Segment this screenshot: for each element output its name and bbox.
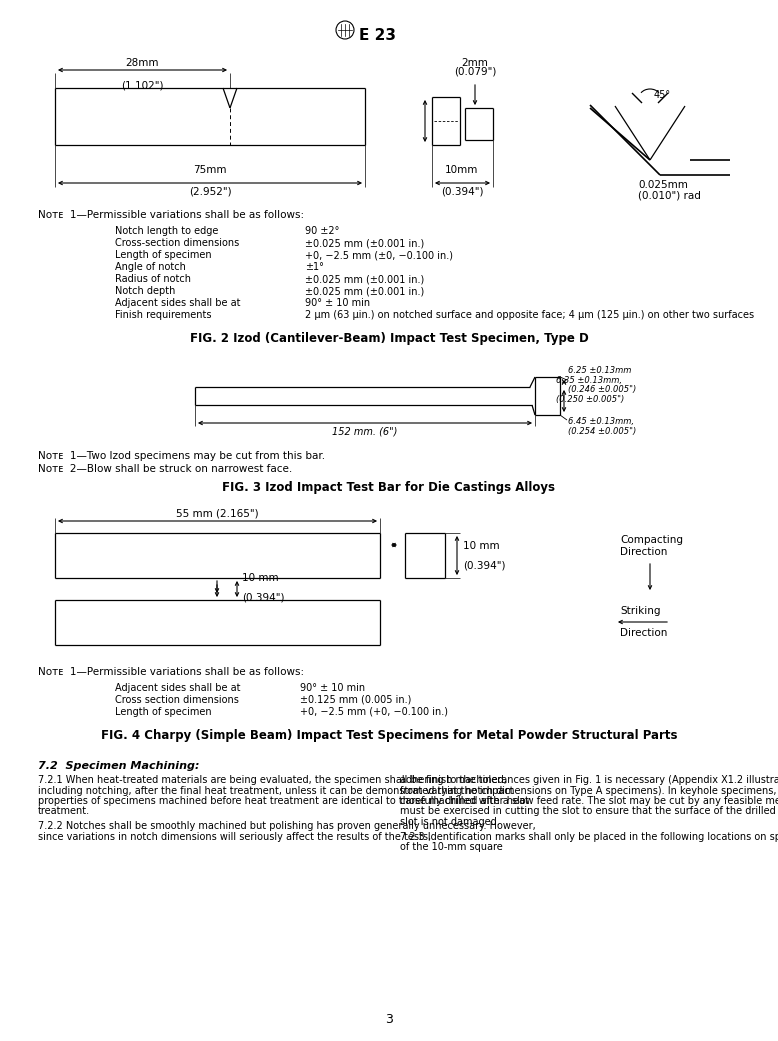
Text: treatment.: treatment. (38, 807, 90, 816)
Text: (0.250 ±0.005"): (0.250 ±0.005") (556, 395, 624, 404)
Text: adhering to the tolerances given in Fig. 1 is necessary (Appendix X1.2 illustrat: adhering to the tolerances given in Fig.… (400, 775, 778, 785)
Text: Nᴏᴛᴇ  1—Permissible variations shall be as follows:: Nᴏᴛᴇ 1—Permissible variations shall be a… (38, 210, 304, 220)
Text: 7.2.1 When heat-treated materials are being evaluated, the specimen shall be fin: 7.2.1 When heat-treated materials are be… (38, 775, 507, 785)
Text: Compacting: Compacting (620, 535, 683, 545)
Text: 7.2.3 Identification marks shall only be placed in the following locations on sp: 7.2.3 Identification marks shall only be… (400, 832, 778, 841)
Text: 90° ± 10 min: 90° ± 10 min (300, 683, 365, 693)
Text: Radius of notch: Radius of notch (115, 274, 191, 284)
Text: (0.394"): (0.394") (463, 561, 506, 572)
Text: 2 μm (63 μin.) on notched surface and opposite face; 4 μm (125 μin.) on other tw: 2 μm (63 μin.) on notched surface and op… (305, 310, 754, 320)
Text: 0.025mm: 0.025mm (638, 180, 688, 191)
Text: Finish requirements: Finish requirements (115, 310, 212, 320)
Text: (0.254 ±0.005"): (0.254 ±0.005") (568, 427, 636, 436)
Text: (0.246 ±0.005"): (0.246 ±0.005") (568, 385, 636, 393)
Text: E 23: E 23 (359, 27, 396, 43)
Text: 7.2.2 Notches shall be smoothly machined but polishing has proven generally unne: 7.2.2 Notches shall be smoothly machined… (38, 821, 536, 831)
Text: must be exercised in cutting the slot to ensure that the surface of the drilled : must be exercised in cutting the slot to… (400, 807, 778, 816)
Text: FIG. 3 Izod Impact Test Bar for Die Castings Alloys: FIG. 3 Izod Impact Test Bar for Die Cast… (223, 481, 555, 494)
Text: ±0.025 mm (±0.001 in.): ±0.025 mm (±0.001 in.) (305, 238, 424, 248)
Text: ±0.025 mm (±0.001 in.): ±0.025 mm (±0.001 in.) (305, 286, 424, 296)
Text: slot is not damaged.: slot is not damaged. (400, 817, 499, 827)
Text: (0.394"): (0.394") (242, 593, 285, 603)
Text: since variations in notch dimensions will seriously affect the results of the te: since variations in notch dimensions wil… (38, 832, 431, 841)
Text: 7.2  Specimen Machining:: 7.2 Specimen Machining: (38, 761, 199, 771)
Text: (0.010") rad: (0.010") rad (638, 191, 701, 201)
Text: properties of specimens machined before heat treatment are identical to those ma: properties of specimens machined before … (38, 796, 529, 806)
Text: Length of specimen: Length of specimen (115, 250, 212, 260)
Text: (1.102"): (1.102") (121, 80, 163, 90)
Text: ±1°: ±1° (305, 262, 324, 272)
Text: Cross section dimensions: Cross section dimensions (115, 695, 239, 705)
Text: 75mm: 75mm (193, 166, 226, 175)
Text: 28mm: 28mm (126, 58, 159, 68)
Text: Nᴏᴛᴇ  1—Permissible variations shall be as follows:: Nᴏᴛᴇ 1—Permissible variations shall be a… (38, 667, 304, 677)
Text: from varying notch dimensions on Type A specimens). In keyhole specimens, the ro: from varying notch dimensions on Type A … (400, 786, 778, 795)
Text: 90° ± 10 min: 90° ± 10 min (305, 298, 370, 308)
Text: ±0.125 mm (0.005 in.): ±0.125 mm (0.005 in.) (300, 695, 412, 705)
Text: Nᴏᴛᴇ  2—Blow shall be struck on narrowest face.: Nᴏᴛᴇ 2—Blow shall be struck on narrowest… (38, 464, 293, 474)
Text: FIG. 2 Izod (Cantilever-Beam) Impact Test Specimen, Type D: FIG. 2 Izod (Cantilever-Beam) Impact Tes… (190, 332, 588, 345)
Text: of the 10-mm square: of the 10-mm square (400, 842, 503, 852)
Text: 10mm: 10mm (445, 166, 478, 175)
Text: ±0.025 mm (±0.001 in.): ±0.025 mm (±0.001 in.) (305, 274, 424, 284)
Text: 3: 3 (385, 1013, 393, 1026)
Text: Length of specimen: Length of specimen (115, 707, 212, 717)
Text: 6.45 ±0.13mm,: 6.45 ±0.13mm, (568, 417, 634, 426)
Text: Striking: Striking (620, 606, 661, 616)
Text: Notch length to edge: Notch length to edge (115, 226, 219, 236)
Text: +0, −2.5 mm (+0, −0.100 in.): +0, −2.5 mm (+0, −0.100 in.) (300, 707, 448, 717)
Text: (2.952"): (2.952") (189, 187, 231, 197)
Text: Notch depth: Notch depth (115, 286, 175, 296)
Text: Direction: Direction (620, 628, 668, 638)
Text: 10 mm: 10 mm (242, 573, 279, 583)
Text: (0.394"): (0.394") (441, 187, 483, 197)
Text: FIG. 4 Charpy (Simple Beam) Impact Test Specimens for Metal Powder Structural Pa: FIG. 4 Charpy (Simple Beam) Impact Test … (100, 729, 678, 742)
Text: +0, −2.5 mm (±0, −0.100 in.): +0, −2.5 mm (±0, −0.100 in.) (305, 250, 453, 260)
Text: 90 ±2°: 90 ±2° (305, 226, 339, 236)
Text: 10 mm: 10 mm (463, 541, 499, 551)
Text: Nᴏᴛᴇ  1—Two Izod specimens may be cut from this bar.: Nᴏᴛᴇ 1—Two Izod specimens may be cut fro… (38, 451, 325, 461)
Text: including notching, after the final heat treatment, unless it can be demonstrate: including notching, after the final heat… (38, 786, 513, 795)
Text: Adjacent sides shall be at: Adjacent sides shall be at (115, 298, 240, 308)
Text: carefully drilled with a slow feed rate. The slot may be cut by any feasible met: carefully drilled with a slow feed rate.… (400, 796, 778, 806)
Text: 45°: 45° (654, 90, 671, 100)
Text: 2mm: 2mm (461, 58, 489, 68)
Text: Direction: Direction (620, 547, 668, 557)
Text: 152 mm. (6"): 152 mm. (6") (332, 426, 398, 436)
Text: (0.079"): (0.079") (454, 66, 496, 76)
Text: Cross-section dimensions: Cross-section dimensions (115, 238, 240, 248)
Text: 55 mm (2.165"): 55 mm (2.165") (176, 508, 258, 518)
Text: Angle of notch: Angle of notch (115, 262, 186, 272)
Text: Adjacent sides shall be at: Adjacent sides shall be at (115, 683, 240, 693)
Text: 6.35 ±0.13mm,: 6.35 ±0.13mm, (556, 376, 622, 385)
Text: 6.25 ±0.13mm: 6.25 ±0.13mm (568, 366, 632, 375)
